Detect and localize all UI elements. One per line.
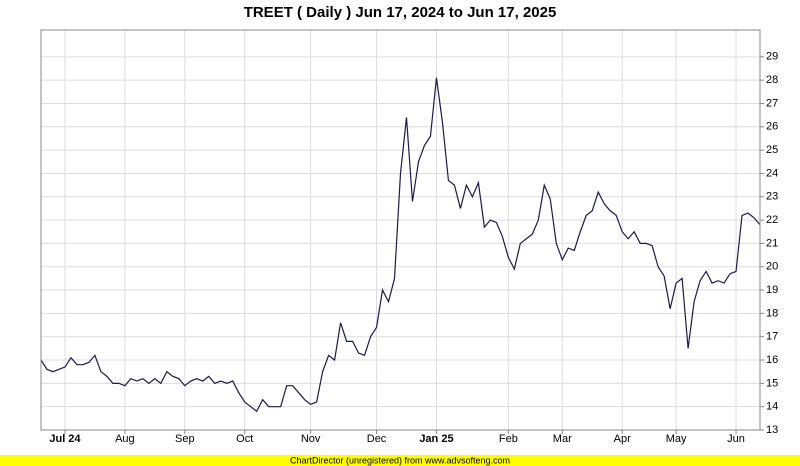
x-tick-label: Oct — [236, 433, 253, 445]
x-tick-label: May — [666, 433, 687, 445]
plot-border — [40, 29, 761, 431]
y-tick-label: 22 — [766, 214, 778, 226]
x-tick-label: Jan 25 — [419, 433, 453, 445]
chart-title: TREET ( Daily ) Jun 17, 2024 to Jun 17, … — [244, 4, 557, 21]
y-tick-label: 14 — [766, 401, 778, 413]
y-tick-label: 29 — [766, 51, 778, 63]
y-tick-label: 24 — [766, 167, 778, 179]
y-tick-label: 15 — [766, 377, 778, 389]
x-tick-label: Jul 24 — [49, 433, 81, 445]
y-tick-label: 26 — [766, 121, 778, 133]
price-line — [40, 77, 761, 413]
x-tick-label: Nov — [301, 433, 321, 445]
y-tick-label: 13 — [766, 424, 778, 436]
y-tick-label: 20 — [766, 261, 778, 273]
y-tick-label: 25 — [766, 144, 778, 156]
plot — [40, 77, 761, 413]
y-tick-label: 28 — [766, 74, 778, 86]
x-tick-label: Sep — [175, 433, 195, 445]
x-tick-label: Apr — [614, 433, 631, 445]
y-tick-label: 27 — [766, 97, 778, 109]
footer: ChartDirector (unregistered) from www.ad… — [290, 455, 510, 465]
y-tick-label: 16 — [766, 354, 778, 366]
x-tick-label: Dec — [367, 433, 387, 445]
y-tick-label: 17 — [766, 331, 778, 343]
x-tick-label: Jun — [727, 433, 745, 445]
y-tick-label: 19 — [766, 284, 778, 296]
x-tick-label: Feb — [499, 433, 518, 445]
y-tick-label: 23 — [766, 191, 778, 203]
y-tick-label: 18 — [766, 307, 778, 319]
x-tick-label: Mar — [553, 433, 572, 445]
y-tick-label: 21 — [766, 237, 778, 249]
x-tick-label: Aug — [115, 433, 135, 445]
footer-bar — [0, 455, 800, 466]
